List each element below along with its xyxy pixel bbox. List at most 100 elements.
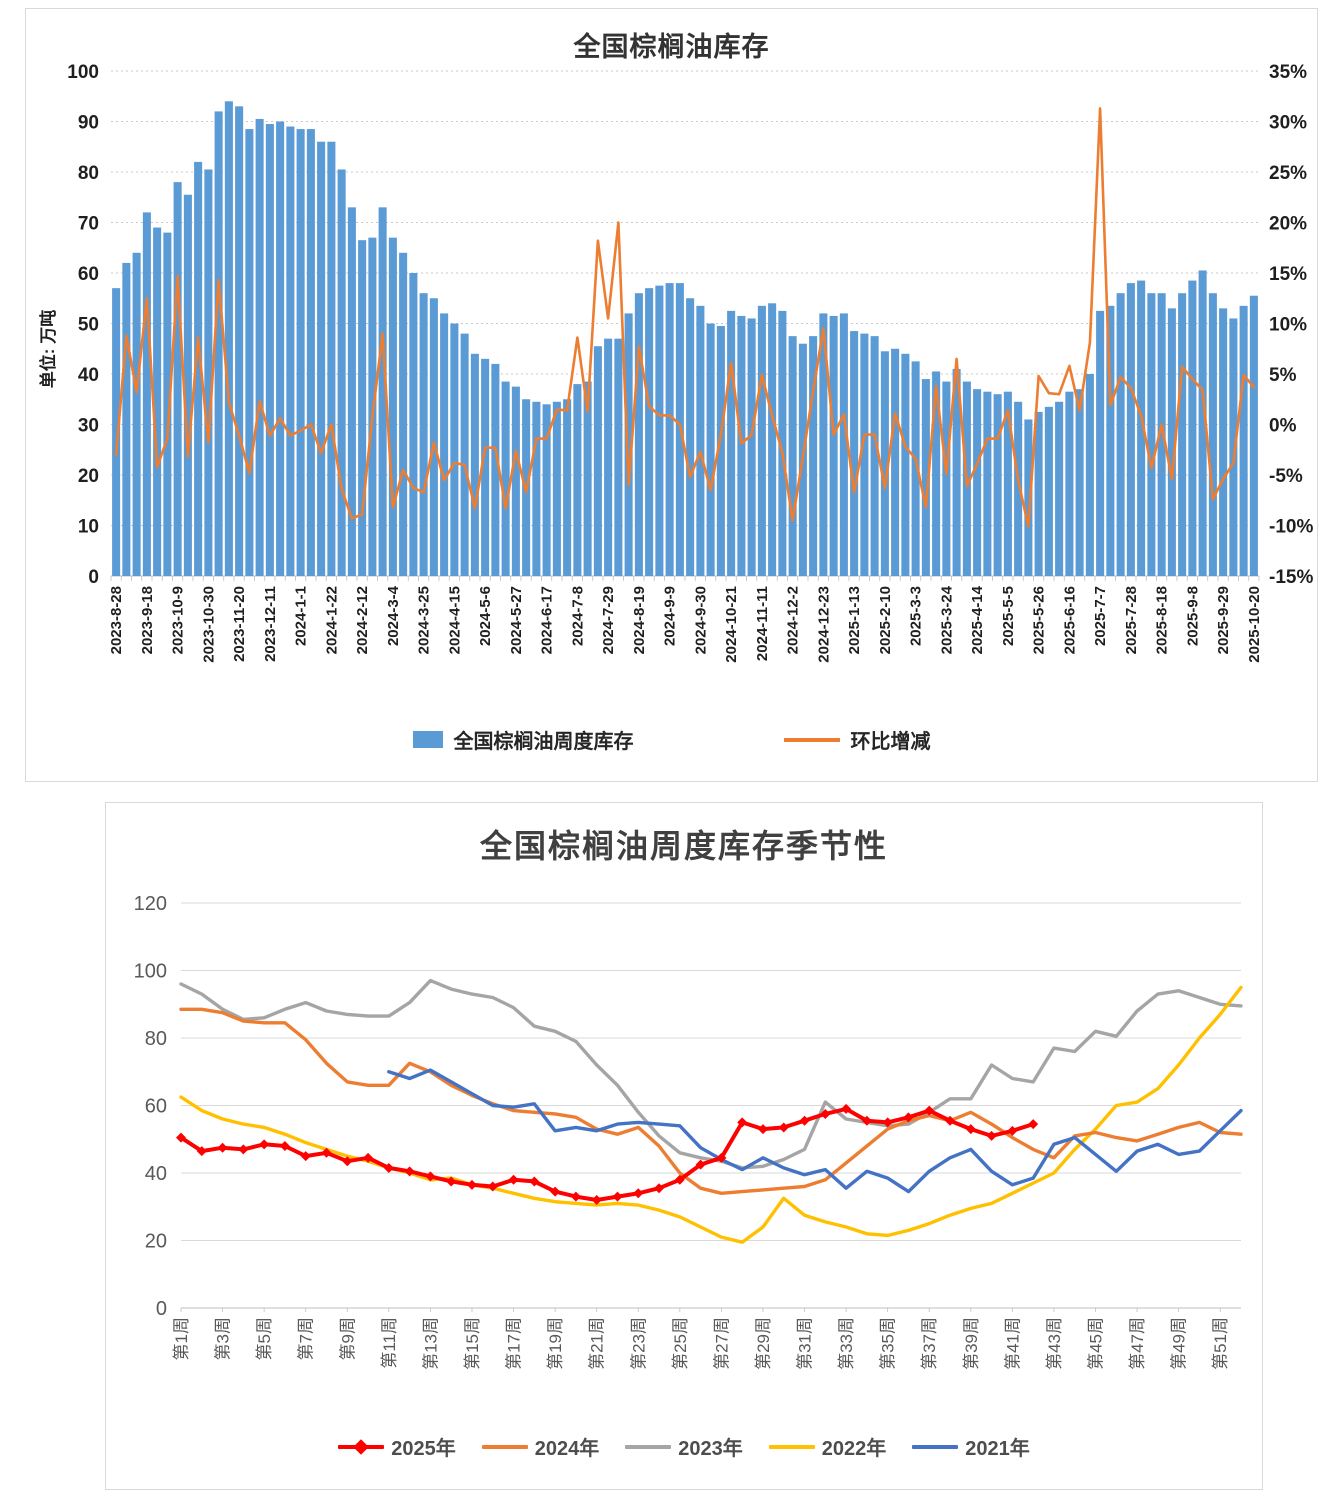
svg-text:0: 0	[88, 567, 99, 588]
svg-text:2024-11-11: 2024-11-11	[754, 586, 771, 661]
svg-text:第23周: 第23周	[629, 1317, 648, 1370]
svg-text:10: 10	[78, 517, 99, 538]
svg-text:2024-12-2: 2024-12-2	[785, 586, 802, 654]
legend-label-weekly-inventory: 全国棕榈油周度库存	[453, 731, 634, 753]
svg-text:第43周: 第43周	[1045, 1317, 1064, 1370]
svg-text:第51周: 第51周	[1211, 1317, 1230, 1370]
svg-text:-15%: -15%	[1269, 567, 1313, 588]
svg-text:第11周: 第11周	[380, 1317, 399, 1369]
seasonality-chart-title: 全国棕榈油周度库存季节性	[479, 828, 888, 864]
legend-item-2025: 2025年	[338, 1432, 456, 1461]
inventory-chart-title: 全国棕榈油库存	[573, 32, 770, 62]
svg-text:2024-12-23: 2024-12-23	[815, 586, 832, 663]
diamond-marker-icon	[353, 1438, 370, 1455]
legend-marker-2024	[481, 1444, 528, 1449]
svg-text:第27周: 第27周	[712, 1317, 731, 1370]
svg-text:70: 70	[78, 214, 99, 235]
svg-text:2025-4-14: 2025-4-14	[969, 585, 986, 654]
svg-text:2024-1-22: 2024-1-22	[323, 586, 340, 654]
seasonality-chart-panel: 全国棕榈油周度库存季节性 120 100 80 60 40 20 0 第1周 第3周 第5周 第7周…	[105, 802, 1263, 1490]
svg-text:100: 100	[134, 961, 167, 983]
legend-marker-2022	[768, 1444, 815, 1449]
legend-marker-2025	[338, 1438, 385, 1455]
svg-text:第31周: 第31周	[796, 1317, 815, 1370]
svg-text:2024-9-9: 2024-9-9	[662, 586, 679, 646]
svg-text:第15周: 第15周	[463, 1317, 482, 1370]
svg-text:20: 20	[78, 466, 99, 487]
svg-text:单位: 万吨: 单位: 万吨	[38, 310, 58, 388]
svg-text:-5%: -5%	[1269, 466, 1303, 487]
svg-text:2024-5-6: 2024-5-6	[477, 586, 494, 646]
svg-text:2024-3-25: 2024-3-25	[416, 586, 433, 654]
svg-text:100: 100	[67, 62, 99, 83]
svg-text:第17周: 第17周	[505, 1317, 524, 1370]
svg-text:0%: 0%	[1269, 416, 1297, 437]
svg-text:2023-8-28: 2023-8-28	[108, 586, 125, 654]
seasonality-chart-plot: 120 100 80 60 40 20 0 第1周 第3周 第5周 第7周 第9周 第11周 第13周 第1…	[134, 893, 1243, 1370]
svg-text:第5周: 第5周	[255, 1317, 274, 1360]
svg-text:2025-9-8: 2025-9-8	[1184, 586, 1201, 646]
svg-text:2024-10-21: 2024-10-21	[723, 586, 740, 663]
svg-text:2024-5-27: 2024-5-27	[508, 586, 525, 654]
svg-text:2025-10-20: 2025-10-20	[1246, 586, 1263, 663]
svg-text:2024-8-19: 2024-8-19	[631, 586, 648, 654]
svg-text:60: 60	[78, 264, 99, 285]
legend-label-2024: 2024年	[534, 1438, 600, 1460]
svg-text:2024-2-12: 2024-2-12	[354, 586, 371, 654]
svg-text:5%: 5%	[1269, 365, 1297, 386]
svg-text:2023-12-11: 2023-12-11	[262, 586, 279, 662]
inventory-chart-plot: 100908070605040302010035%30%25%20%15%10%…	[38, 62, 1313, 663]
legend-label-2022: 2022年	[821, 1438, 887, 1460]
svg-text:2025-1-13: 2025-1-13	[846, 586, 863, 654]
svg-text:40: 40	[78, 365, 99, 386]
seasonality-chart-legend: 2025年 2024年 2023年 2022年 2021年	[106, 1432, 1262, 1461]
legend-label-wow-change: 环比增减	[850, 731, 931, 753]
svg-text:第33周: 第33周	[837, 1317, 856, 1370]
legend-marker-2023	[625, 1444, 672, 1449]
svg-text:25%: 25%	[1269, 163, 1307, 184]
svg-text:80: 80	[145, 1028, 167, 1050]
svg-text:120: 120	[134, 893, 167, 915]
svg-text:15%: 15%	[1269, 264, 1307, 285]
svg-text:2024-7-29: 2024-7-29	[600, 586, 617, 654]
svg-text:2025-5-26: 2025-5-26	[1031, 586, 1048, 654]
svg-text:2023-11-20: 2023-11-20	[231, 586, 248, 662]
svg-text:第35周: 第35周	[879, 1317, 898, 1370]
svg-text:第49周: 第49周	[1170, 1317, 1189, 1370]
svg-text:2025-7-7: 2025-7-7	[1092, 586, 1109, 646]
legend-label-2023: 2023年	[678, 1438, 743, 1460]
svg-text:2024-4-15: 2024-4-15	[446, 586, 463, 654]
svg-text:20%: 20%	[1269, 214, 1307, 235]
svg-text:30%: 30%	[1269, 113, 1307, 134]
svg-text:第37周: 第37周	[920, 1317, 939, 1370]
svg-text:30: 30	[78, 416, 99, 437]
svg-text:-10%: -10%	[1269, 517, 1313, 538]
svg-text:2023-10-30: 2023-10-30	[200, 586, 217, 663]
legend-item-2021: 2021年	[912, 1432, 1030, 1461]
legend-label-2025: 2025年	[391, 1438, 456, 1460]
legend-item-2024: 2024年	[481, 1432, 600, 1461]
svg-text:第19周: 第19周	[546, 1317, 565, 1370]
inventory-chart-panel: 全国棕榈油库存 100 90 80 70 60 50 40 30 20 10 0 35% 30% 25% 2…	[25, 8, 1318, 782]
legend-marker-2021	[912, 1444, 959, 1449]
line-series-swatch	[783, 737, 840, 742]
svg-text:第41周: 第41周	[1003, 1317, 1022, 1370]
legend-item-2022: 2022年	[768, 1432, 887, 1461]
legend-item-wow-change: 环比增减	[783, 725, 931, 754]
svg-text:20: 20	[145, 1231, 167, 1253]
svg-text:2025-3-3: 2025-3-3	[908, 586, 925, 646]
svg-text:2025-3-24: 2025-3-24	[938, 585, 955, 654]
svg-text:10%: 10%	[1269, 315, 1307, 336]
legend-label-2021: 2021年	[965, 1438, 1030, 1460]
svg-text:80: 80	[78, 163, 99, 184]
svg-text:2025-6-16: 2025-6-16	[1061, 586, 1078, 654]
svg-text:2024-1-1: 2024-1-1	[293, 586, 310, 646]
svg-text:2025-8-18: 2025-8-18	[1154, 586, 1171, 654]
svg-text:第3周: 第3周	[214, 1317, 233, 1360]
inventory-chart-legend: 全国棕榈油周度库存 环比增减	[26, 725, 1317, 754]
svg-text:0: 0	[156, 1298, 167, 1320]
legend-item-2023: 2023年	[625, 1432, 743, 1461]
svg-text:2025-2-10: 2025-2-10	[877, 586, 894, 654]
svg-text:50: 50	[78, 315, 99, 336]
svg-text:2023-10-9: 2023-10-9	[170, 586, 187, 654]
